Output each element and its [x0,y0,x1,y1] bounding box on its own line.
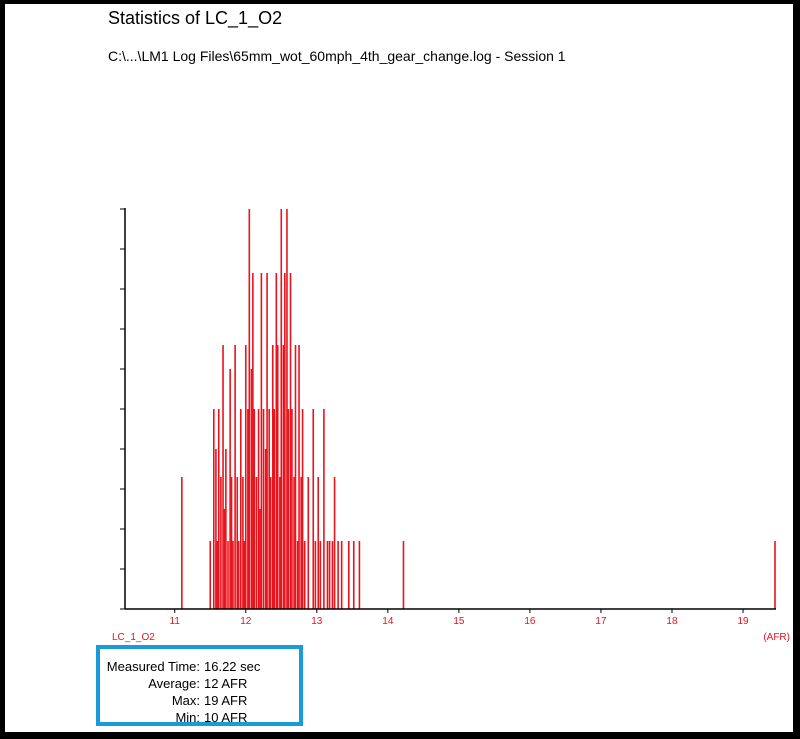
histogram-bars [181,209,776,609]
x-tick-label: 15 [453,616,465,627]
average-value: 12 AFR [204,676,248,691]
x-tick-label: 12 [240,616,252,627]
average-label: Average: [148,676,200,691]
statistics-summary: Measured Time: 16.22 sec Average: 12 AFR… [96,645,303,726]
x-tick-label: 13 [311,616,323,627]
min-value: 10 AFR [204,710,248,725]
log-file-path: C:\...\LM1 Log Files\65mm_wot_60mph_4th_… [108,48,566,64]
measured-time-value: 16.22 sec [204,659,261,674]
x-axis-unit: (AFR) [763,632,790,643]
max-value: 19 AFR [204,693,248,708]
y-ticks [120,208,125,610]
x-tick-label: 17 [595,616,607,627]
x-tick-label: 18 [666,616,678,627]
x-tick-label: 14 [382,616,394,627]
page-title: Statistics of LC_1_O2 [108,8,283,28]
x-tick-label: 11 [170,616,181,627]
x-tick-label: 19 [737,616,749,627]
measured-time-label: Measured Time: [106,659,200,674]
x-tick-label: 16 [524,616,536,627]
min-label: Min: [175,710,200,725]
x-axis-label: LC_1_O2 [112,632,155,643]
report-frame [5,4,793,732]
max-label: Max: [171,693,200,708]
x-ticks: 11 12 13 14 15 16 17 18 19 [170,609,749,627]
